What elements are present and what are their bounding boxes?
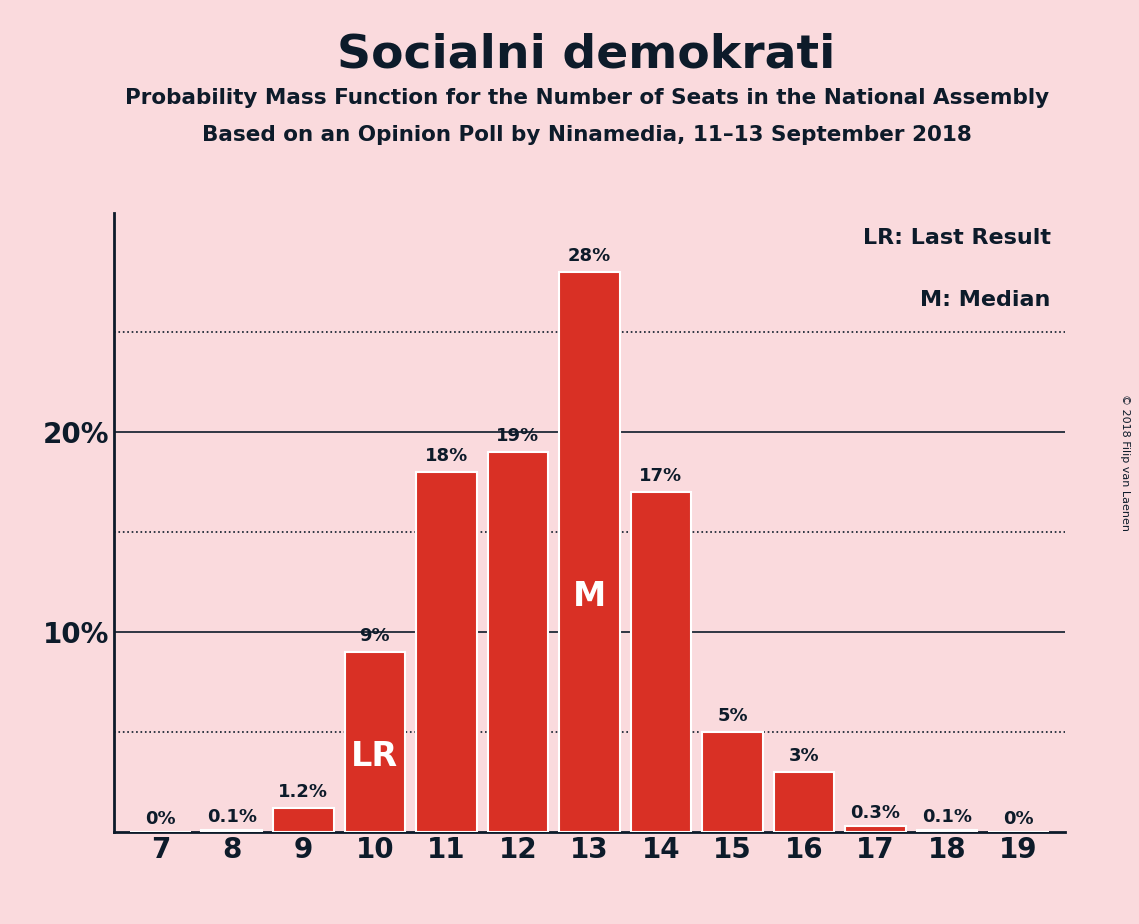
Text: Probability Mass Function for the Number of Seats in the National Assembly: Probability Mass Function for the Number…: [124, 88, 1049, 108]
Text: Based on an Opinion Poll by Ninamedia, 11–13 September 2018: Based on an Opinion Poll by Ninamedia, 1…: [202, 125, 972, 145]
Text: 0.3%: 0.3%: [851, 804, 901, 821]
Text: 3%: 3%: [788, 747, 819, 765]
Text: M: Median: M: Median: [920, 290, 1050, 310]
Bar: [416, 472, 477, 832]
Text: Socialni demokrati: Socialni demokrati: [337, 32, 836, 78]
Text: 9%: 9%: [360, 626, 391, 645]
Bar: [702, 732, 763, 832]
Text: 0%: 0%: [145, 809, 175, 828]
Bar: [487, 452, 548, 832]
Bar: [273, 808, 334, 832]
Text: 5%: 5%: [718, 707, 748, 724]
Bar: [344, 651, 405, 832]
Text: 0.1%: 0.1%: [921, 808, 972, 826]
Text: LR: LR: [351, 739, 399, 772]
Text: 19%: 19%: [497, 427, 540, 445]
Text: LR: Last Result: LR: Last Result: [862, 228, 1050, 248]
Bar: [559, 273, 620, 832]
Bar: [202, 830, 262, 832]
Text: 28%: 28%: [568, 248, 611, 265]
Text: 17%: 17%: [639, 468, 682, 485]
Text: 18%: 18%: [425, 447, 468, 465]
Bar: [631, 492, 691, 832]
Bar: [917, 830, 977, 832]
Text: 0.1%: 0.1%: [207, 808, 257, 826]
Text: 0%: 0%: [1003, 809, 1034, 828]
Text: © 2018 Filip van Laenen: © 2018 Filip van Laenen: [1121, 394, 1130, 530]
Bar: [845, 826, 906, 832]
Text: M: M: [573, 580, 606, 614]
Bar: [773, 772, 835, 832]
Text: 1.2%: 1.2%: [278, 783, 328, 800]
